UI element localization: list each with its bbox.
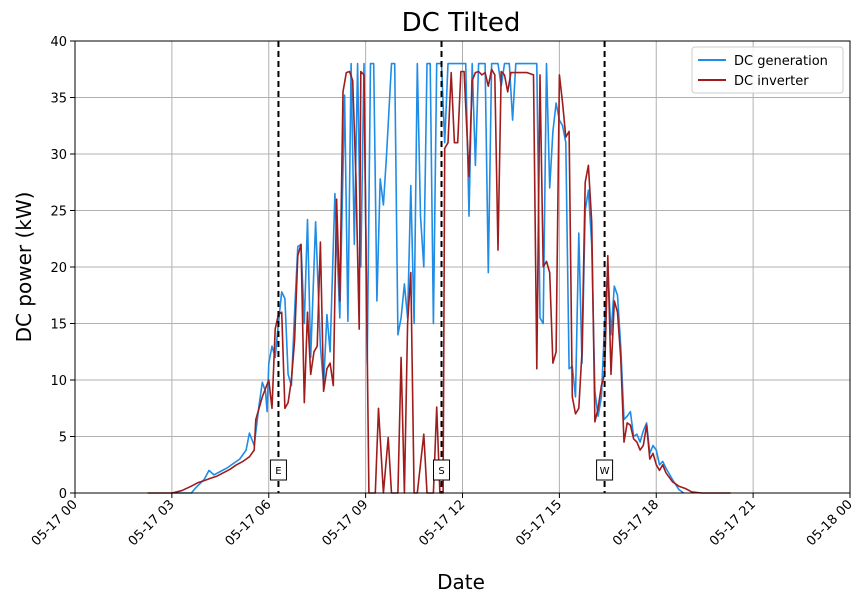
y-tick-label: 10 [50,374,67,389]
y-tick-label: 5 [59,431,67,446]
grid-lines [74,40,851,494]
legend-entry-label: DC inverter [734,74,809,89]
marker-label-w: W [600,466,610,477]
marker-label-s: S [438,466,444,477]
y-tick-label: 20 [50,261,67,276]
y-tick-label: 15 [50,318,67,333]
y-tick-label: 30 [50,148,67,163]
y-axis-title: DC power (kW) [12,192,36,343]
y-tick-label: 35 [50,92,67,107]
legend-entry-label: DC generation [734,54,828,69]
series-line-dc-generation [171,62,685,494]
marker-box-s [433,459,451,481]
marker-label-e: E [275,466,281,477]
marker-box-w [596,459,614,481]
y-tick-label: 0 [59,487,67,502]
y-tick-label: 25 [50,205,67,220]
chart-title: DC Tilted [402,8,521,38]
legend: DC generation DC inverter [691,46,844,94]
marker-box-e [269,459,287,481]
x-axis-title: Date [437,570,485,594]
legend-box [691,46,844,94]
y-tick-label: 40 [50,35,67,50]
series-layer [147,62,731,494]
series-line-dc-inverter [147,68,731,494]
